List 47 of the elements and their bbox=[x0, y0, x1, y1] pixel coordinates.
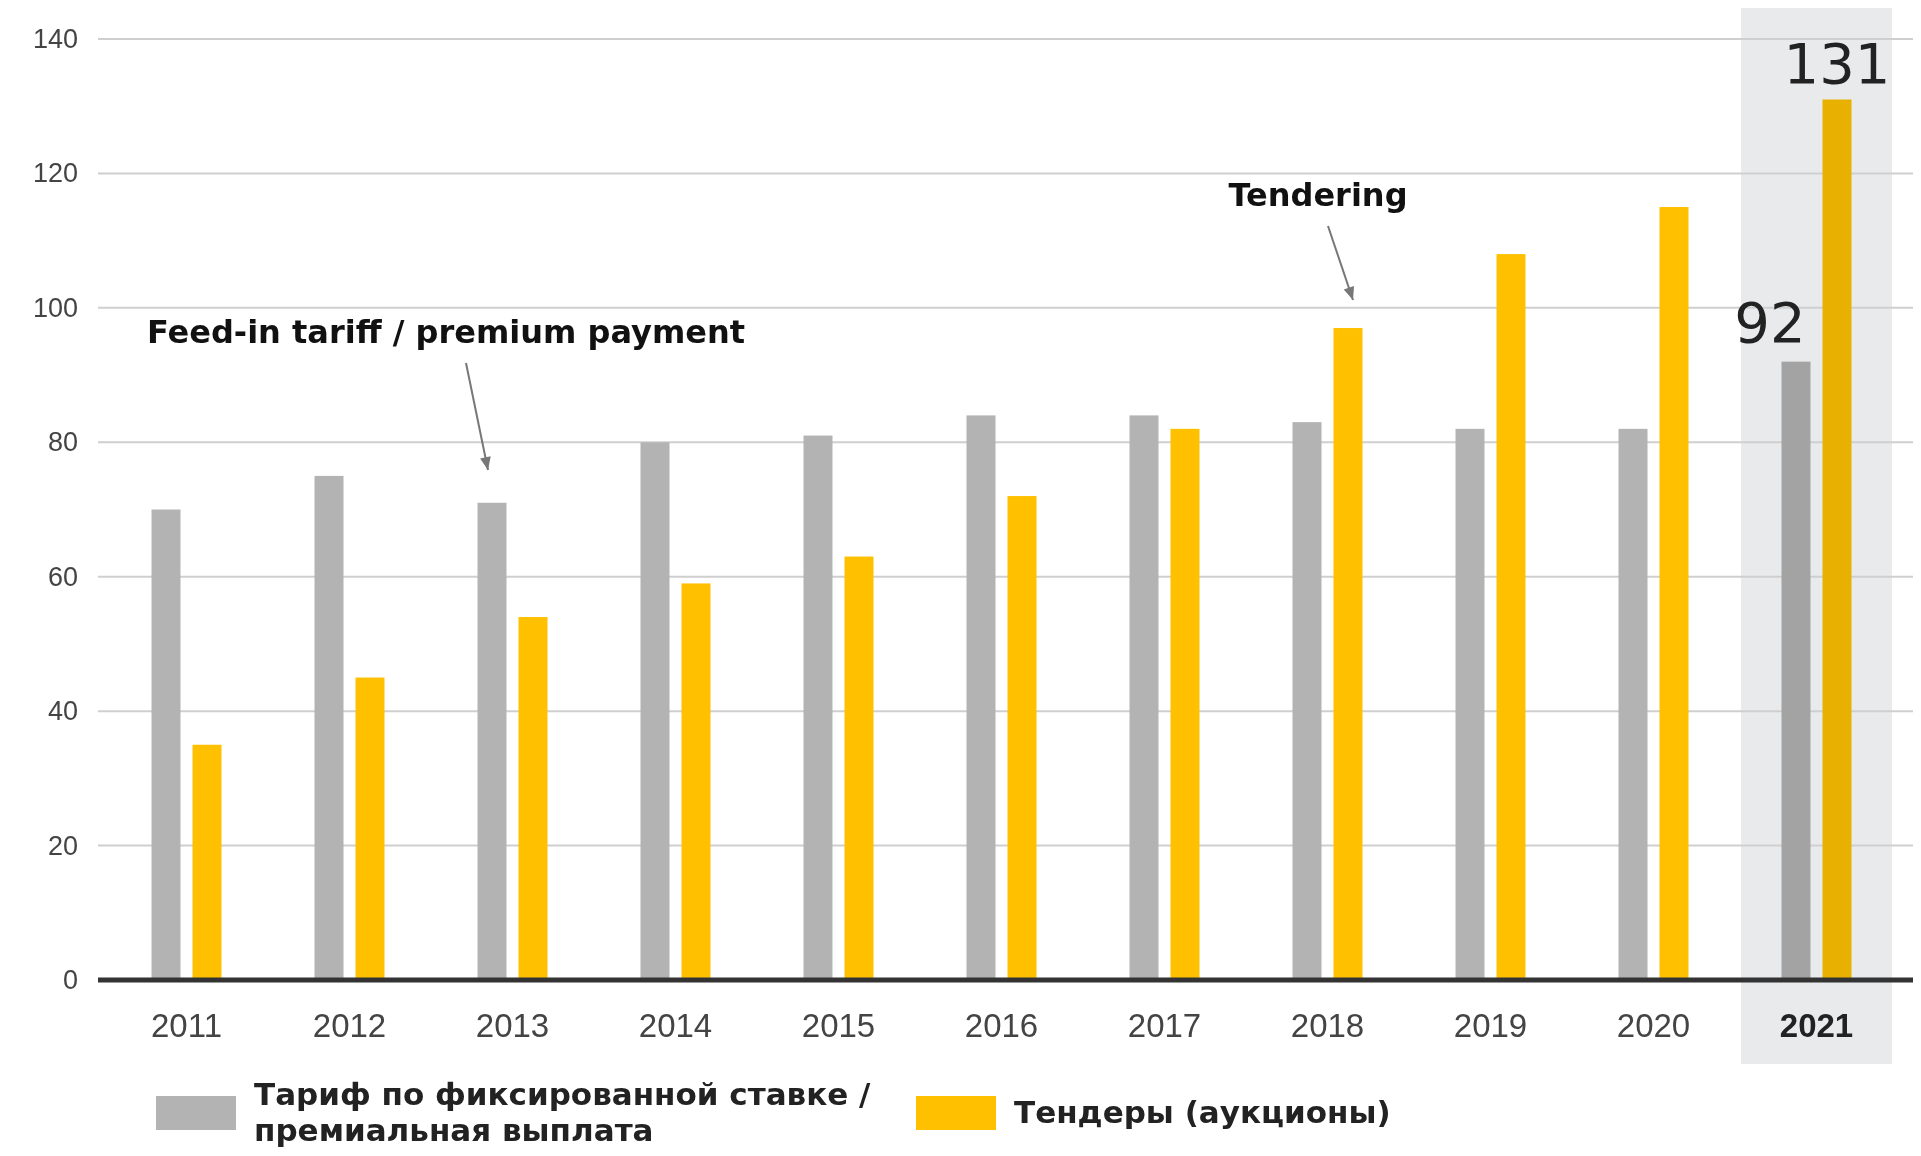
bar bbox=[151, 509, 181, 980]
x-tick-label: 2013 bbox=[475, 1007, 550, 1044]
bar bbox=[640, 442, 670, 980]
x-tick-label: 2014 bbox=[638, 1007, 713, 1044]
bar bbox=[1659, 207, 1689, 980]
x-tick-label: 2016 bbox=[964, 1007, 1039, 1044]
y-tick-label: 120 bbox=[32, 158, 78, 189]
bar bbox=[477, 502, 507, 980]
bar bbox=[1292, 422, 1322, 980]
y-tick-label: 60 bbox=[47, 561, 78, 592]
bar bbox=[844, 556, 874, 980]
bar bbox=[1455, 428, 1485, 980]
x-tick-label: 2018 bbox=[1290, 1007, 1365, 1044]
x-tick-label: 2011 bbox=[151, 1007, 222, 1044]
x-tick-label: 2017 bbox=[1127, 1007, 1202, 1044]
data-label: 92 bbox=[1734, 289, 1806, 355]
bar bbox=[192, 744, 222, 980]
y-tick-label: 20 bbox=[47, 830, 78, 861]
data-label: 131 bbox=[1783, 31, 1891, 97]
bar bbox=[1129, 415, 1159, 980]
bar bbox=[1007, 496, 1037, 980]
bar bbox=[966, 415, 996, 980]
bar bbox=[314, 475, 344, 980]
bar bbox=[1618, 428, 1648, 980]
bar bbox=[1170, 428, 1200, 980]
bar bbox=[518, 617, 548, 980]
legend-label: Тендеры (аукционы) bbox=[1014, 1094, 1391, 1130]
x-tick-label: 2012 bbox=[312, 1007, 387, 1044]
bar bbox=[681, 583, 711, 980]
y-tick-label: 140 bbox=[32, 24, 78, 54]
bar bbox=[1333, 328, 1363, 980]
bar bbox=[1496, 254, 1526, 980]
x-tick-label: 2019 bbox=[1453, 1007, 1528, 1044]
annotation: Feed-in tariff / premium payment bbox=[146, 313, 746, 351]
annotation: Tendering bbox=[1228, 176, 1408, 214]
y-tick-label: 100 bbox=[32, 292, 78, 323]
y-tick-label: 80 bbox=[47, 427, 78, 458]
x-tick-label: 2020 bbox=[1616, 1007, 1691, 1044]
x-tick-label: 2015 bbox=[801, 1007, 876, 1044]
bar bbox=[1781, 361, 1811, 980]
y-tick-label: 40 bbox=[47, 696, 78, 727]
legend-label: Тариф по фиксированной ставке / премиальная выплата bbox=[254, 1076, 872, 1148]
bar bbox=[803, 435, 833, 980]
x-tick-label: 2021 bbox=[1779, 1007, 1854, 1044]
bar bbox=[1822, 99, 1852, 980]
y-tick-label: 0 bbox=[62, 965, 78, 995]
bar bbox=[355, 677, 385, 980]
